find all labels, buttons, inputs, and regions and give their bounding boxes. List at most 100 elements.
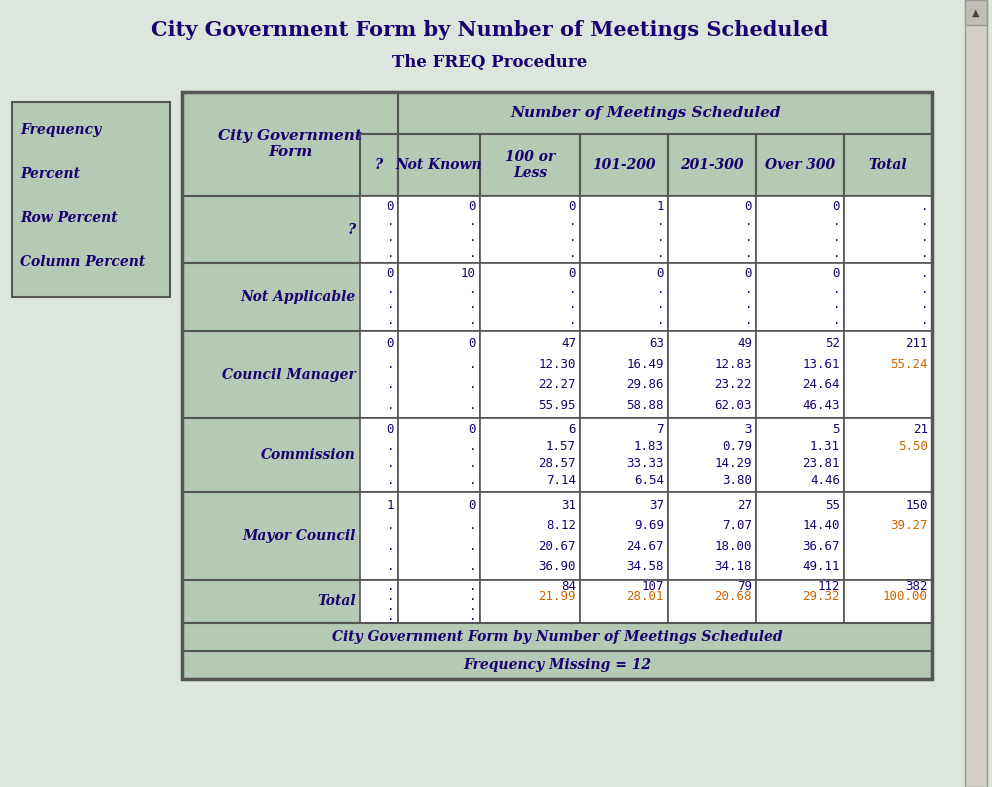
Text: 0: 0 xyxy=(657,267,664,280)
FancyBboxPatch shape xyxy=(668,134,756,196)
FancyBboxPatch shape xyxy=(668,492,756,580)
FancyBboxPatch shape xyxy=(580,580,668,623)
Text: .: . xyxy=(921,200,928,212)
FancyBboxPatch shape xyxy=(398,492,480,580)
Text: 58.88: 58.88 xyxy=(627,399,664,412)
Text: 0: 0 xyxy=(387,267,394,280)
Text: 3.80: 3.80 xyxy=(722,475,752,487)
Text: 39.27: 39.27 xyxy=(891,519,928,532)
FancyBboxPatch shape xyxy=(756,580,844,623)
Text: .: . xyxy=(921,314,928,327)
Text: 0: 0 xyxy=(468,499,476,512)
FancyBboxPatch shape xyxy=(182,92,398,196)
FancyBboxPatch shape xyxy=(668,264,756,331)
FancyBboxPatch shape xyxy=(580,134,668,196)
Text: 31: 31 xyxy=(561,499,576,512)
FancyBboxPatch shape xyxy=(360,492,398,580)
Text: Over 300: Over 300 xyxy=(765,158,835,172)
FancyBboxPatch shape xyxy=(360,92,932,134)
Text: .: . xyxy=(468,560,476,573)
Text: .: . xyxy=(921,283,928,296)
Text: 28.57: 28.57 xyxy=(539,457,576,471)
Text: .: . xyxy=(832,246,840,260)
Text: 20.68: 20.68 xyxy=(714,590,752,603)
FancyBboxPatch shape xyxy=(398,331,480,419)
Text: .: . xyxy=(468,231,476,244)
FancyBboxPatch shape xyxy=(182,419,398,492)
FancyBboxPatch shape xyxy=(756,196,844,264)
Text: .: . xyxy=(468,298,476,311)
Text: 24.64: 24.64 xyxy=(803,379,840,391)
FancyBboxPatch shape xyxy=(844,419,932,492)
Text: Column Percent: Column Percent xyxy=(20,255,145,269)
Text: .: . xyxy=(745,298,752,311)
Text: Not Applicable: Not Applicable xyxy=(241,290,356,304)
Text: 36.67: 36.67 xyxy=(803,540,840,552)
FancyBboxPatch shape xyxy=(360,196,398,264)
Text: .: . xyxy=(468,610,476,623)
Text: .: . xyxy=(468,580,476,593)
Text: 21.99: 21.99 xyxy=(539,590,576,603)
Text: 27: 27 xyxy=(737,499,752,512)
FancyBboxPatch shape xyxy=(844,264,932,331)
Text: 0: 0 xyxy=(745,200,752,212)
Text: Not Known: Not Known xyxy=(396,158,482,172)
Text: .: . xyxy=(387,379,394,391)
Text: .: . xyxy=(568,283,576,296)
Text: .: . xyxy=(468,379,476,391)
FancyBboxPatch shape xyxy=(360,580,398,623)
FancyBboxPatch shape xyxy=(12,102,170,297)
Text: 12.83: 12.83 xyxy=(714,358,752,371)
FancyBboxPatch shape xyxy=(360,264,398,331)
Text: .: . xyxy=(832,314,840,327)
Text: .: . xyxy=(657,314,664,327)
Text: .: . xyxy=(745,283,752,296)
Text: .: . xyxy=(387,540,394,552)
Text: Mayor Council: Mayor Council xyxy=(243,529,356,543)
Text: 100 or
Less: 100 or Less xyxy=(505,150,556,180)
FancyBboxPatch shape xyxy=(580,196,668,264)
Text: .: . xyxy=(387,560,394,573)
FancyBboxPatch shape xyxy=(182,492,398,580)
FancyBboxPatch shape xyxy=(398,134,480,196)
FancyBboxPatch shape xyxy=(182,331,398,419)
Text: 24.67: 24.67 xyxy=(627,540,664,552)
Text: .: . xyxy=(832,231,840,244)
Text: 12.30: 12.30 xyxy=(539,358,576,371)
Text: Percent: Percent xyxy=(20,167,80,181)
Text: .: . xyxy=(468,440,476,453)
FancyBboxPatch shape xyxy=(756,331,844,419)
Text: 5: 5 xyxy=(832,423,840,436)
Text: .: . xyxy=(568,246,576,260)
FancyBboxPatch shape xyxy=(580,331,668,419)
Text: 23.22: 23.22 xyxy=(714,379,752,391)
Text: 112: 112 xyxy=(817,580,840,593)
Text: .: . xyxy=(387,399,394,412)
Text: 0.79: 0.79 xyxy=(722,440,752,453)
FancyBboxPatch shape xyxy=(182,623,932,651)
Text: 1.31: 1.31 xyxy=(810,440,840,453)
Text: .: . xyxy=(657,216,664,228)
FancyBboxPatch shape xyxy=(398,264,480,331)
FancyBboxPatch shape xyxy=(480,264,580,331)
Text: 28.01: 28.01 xyxy=(627,590,664,603)
Text: .: . xyxy=(387,440,394,453)
Text: 0: 0 xyxy=(387,338,394,350)
Text: 33.33: 33.33 xyxy=(627,457,664,471)
FancyBboxPatch shape xyxy=(480,331,580,419)
Text: .: . xyxy=(387,246,394,260)
Text: 34.18: 34.18 xyxy=(714,560,752,573)
FancyBboxPatch shape xyxy=(480,196,580,264)
Text: 8.12: 8.12 xyxy=(546,519,576,532)
Text: 47: 47 xyxy=(561,338,576,350)
Text: .: . xyxy=(387,216,394,228)
Text: 10: 10 xyxy=(461,267,476,280)
Text: 107: 107 xyxy=(642,580,664,593)
Text: .: . xyxy=(745,216,752,228)
Text: 1.83: 1.83 xyxy=(634,440,664,453)
FancyBboxPatch shape xyxy=(965,0,987,787)
Text: .: . xyxy=(568,314,576,327)
Text: ?: ? xyxy=(375,158,383,172)
Text: 211: 211 xyxy=(906,338,928,350)
Text: The FREQ Procedure: The FREQ Procedure xyxy=(393,54,587,71)
